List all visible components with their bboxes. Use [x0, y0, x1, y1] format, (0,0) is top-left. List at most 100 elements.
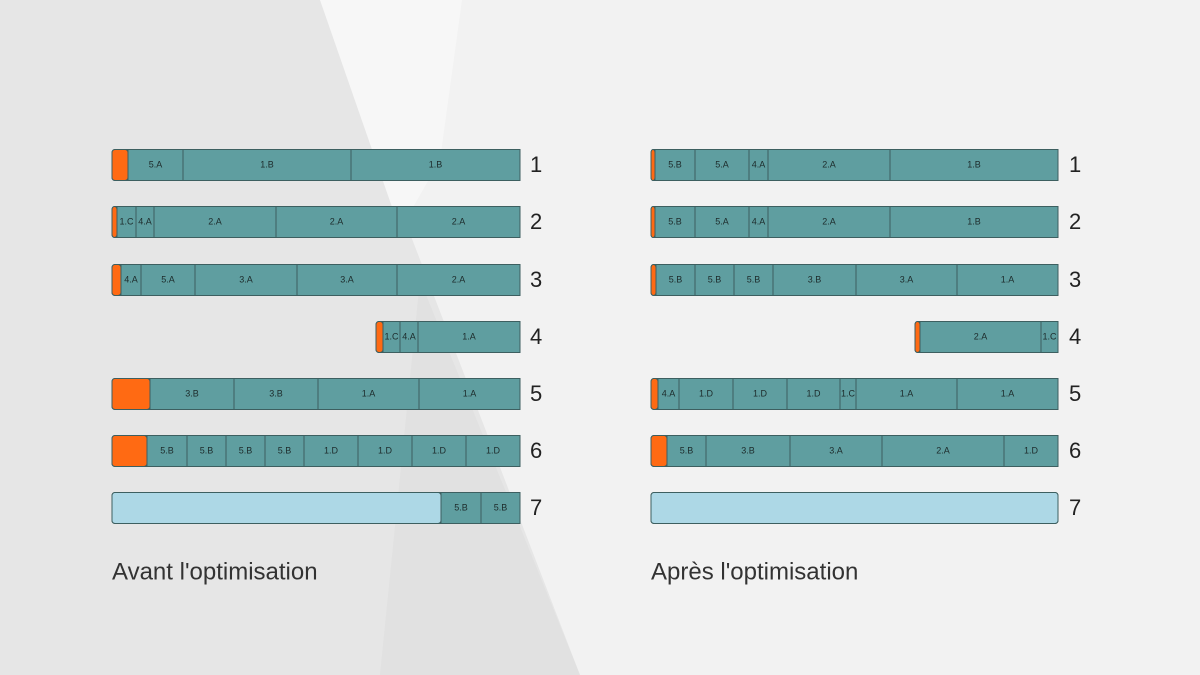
piece-label: 5.B [160, 445, 174, 455]
row-number: 6 [1069, 438, 1081, 463]
piece [182, 149, 352, 181]
piece-label: 5.B [680, 445, 694, 455]
row-number: 3 [1069, 267, 1081, 292]
piece [396, 206, 521, 238]
row-number: 2 [530, 209, 542, 234]
piece [317, 378, 420, 410]
piece-label: 2.A [822, 159, 836, 169]
piece-label: 1.D [699, 388, 714, 398]
piece [264, 435, 305, 467]
piece [296, 264, 398, 296]
piece-label: 5.B [278, 445, 292, 455]
piece [789, 435, 883, 467]
piece [153, 206, 277, 238]
piece [465, 435, 521, 467]
piece-label: 2.A [452, 216, 466, 226]
piece-label: 3.B [185, 388, 199, 398]
piece-label: 5.A [149, 159, 163, 169]
piece [732, 378, 788, 410]
piece-label: 5.A [715, 216, 729, 226]
piece-label: 5.B [200, 445, 214, 455]
piece [480, 492, 521, 524]
piece-label: 3.B [741, 445, 755, 455]
piece-label: 4.A [662, 388, 676, 398]
piece-label: 5.A [715, 159, 729, 169]
piece-label: 5.A [161, 274, 175, 284]
offcut [650, 206, 656, 238]
panel-caption: Après l'optimisation [651, 558, 858, 585]
piece [303, 435, 359, 467]
piece-label: 3.A [340, 274, 354, 284]
piece-label: 5.B [239, 445, 253, 455]
row-number: 2 [1069, 209, 1081, 234]
piece-label: 4.A [402, 331, 416, 341]
piece [654, 149, 696, 181]
piece-label: 1.D [378, 445, 393, 455]
piece-label: 1.A [362, 388, 376, 398]
piece [786, 378, 841, 410]
piece-label: 3.A [900, 274, 914, 284]
offcut [914, 321, 921, 353]
piece-label: 1.B [967, 216, 981, 226]
row-number: 5 [1069, 381, 1081, 406]
piece-label: 1.D [1024, 445, 1039, 455]
offcut [111, 435, 148, 467]
piece [956, 378, 1059, 410]
piece [772, 264, 857, 296]
piece [705, 435, 791, 467]
piece-label: 2.A [936, 445, 950, 455]
row-number: 3 [530, 267, 542, 292]
piece [417, 321, 521, 353]
piece-label: 1.C [384, 331, 399, 341]
piece-label: 1.A [462, 331, 476, 341]
piece [225, 435, 266, 467]
piece-label: 1.D [806, 388, 821, 398]
piece [956, 264, 1059, 296]
row-number: 1 [1069, 152, 1081, 177]
piece [418, 378, 521, 410]
piece-label: 1.C [841, 388, 856, 398]
piece [855, 378, 958, 410]
piece [889, 206, 1059, 238]
remaining-stock [650, 492, 1059, 524]
piece [767, 149, 891, 181]
piece [411, 435, 467, 467]
piece-label: 4.A [124, 274, 138, 284]
piece-label: 1.C [119, 216, 134, 226]
piece-label: 3.A [239, 274, 253, 284]
panel-caption: Avant l'optimisation [112, 558, 318, 585]
piece-label: 4.A [752, 216, 766, 226]
piece-label: 2.A [974, 331, 988, 341]
row-number: 5 [530, 381, 542, 406]
piece-label: 5.B [668, 159, 682, 169]
piece-label: 5.B [669, 274, 683, 284]
piece [855, 264, 958, 296]
piece-label: 1.B [429, 159, 443, 169]
piece-label: 5.B [494, 502, 508, 512]
piece [694, 149, 750, 181]
offcut [650, 378, 659, 410]
offcut [111, 206, 118, 238]
piece-label: 2.A [330, 216, 344, 226]
piece [149, 378, 235, 410]
row-number: 4 [1069, 324, 1081, 349]
piece [440, 492, 482, 524]
offcut [111, 149, 129, 181]
piece-label: 3.B [269, 388, 283, 398]
offcut [650, 435, 668, 467]
row-number: 6 [530, 438, 542, 463]
piece-label: 1.D [486, 445, 501, 455]
offcut [375, 321, 384, 353]
piece-label: 1.C [1042, 331, 1057, 341]
piece [396, 264, 521, 296]
remaining-stock [111, 492, 442, 524]
piece-label: 5.B [747, 274, 761, 284]
offcut [111, 378, 151, 410]
row-number: 1 [530, 152, 542, 177]
piece-label: 1.D [432, 445, 447, 455]
piece [146, 435, 188, 467]
piece-label: 4.A [752, 159, 766, 169]
piece-label: 3.B [808, 274, 822, 284]
piece-label: 5.B [708, 274, 722, 284]
